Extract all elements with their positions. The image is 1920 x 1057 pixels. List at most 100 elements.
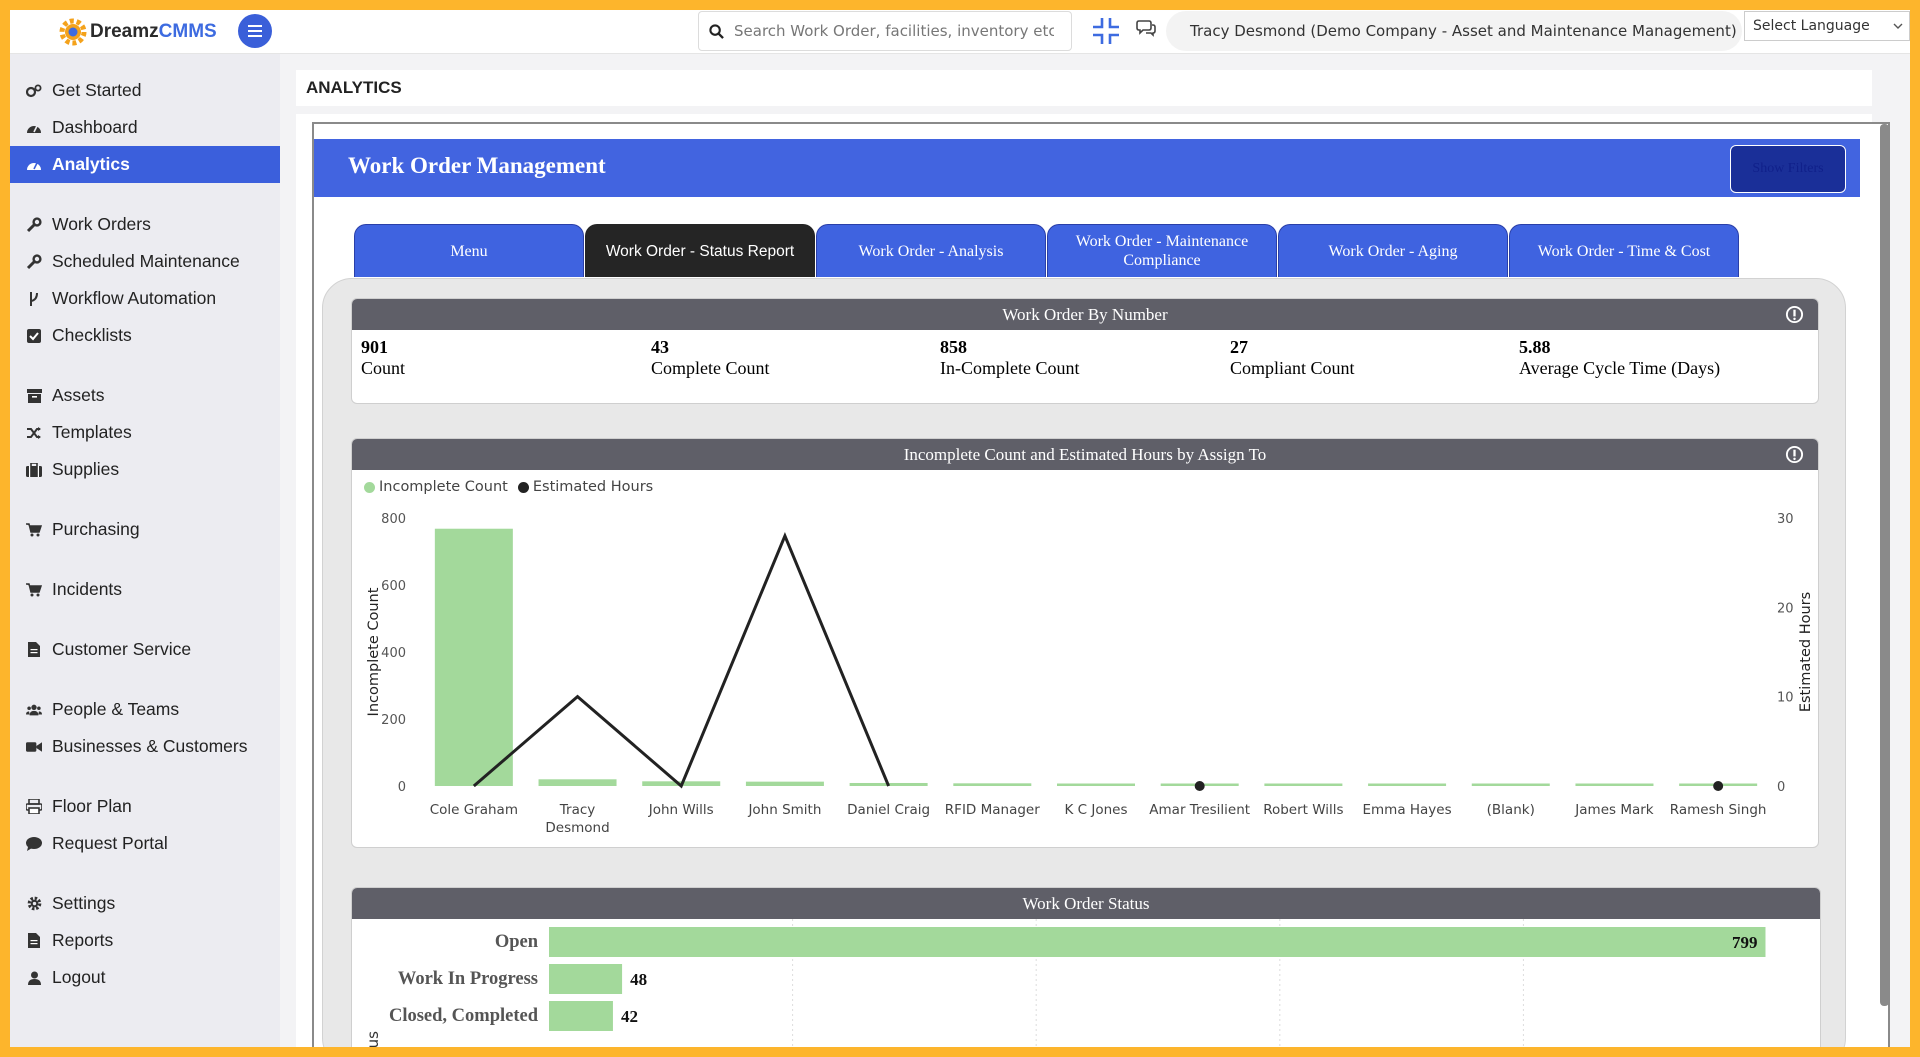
logo-gear-icon <box>59 18 87 46</box>
logo-text: DreamzCMMS <box>90 21 217 42</box>
sidebar: Get Started Dashboard Analytics Work Orders… <box>10 54 280 1047</box>
info-icon[interactable] <box>1785 445 1804 464</box>
status-data-label: 48 <box>630 970 647 989</box>
user-menu[interactable]: Tracy Desmond (Demo Company - Asset and … <box>1166 11 1742 51</box>
x-tick-label: Cole Graham <box>430 802 518 818</box>
status-bar[interactable] <box>549 964 623 994</box>
sidebar-item-purchasing[interactable]: Purchasing <box>10 511 280 548</box>
bar-incomplete-count[interactable] <box>745 781 824 786</box>
sidebar-item-label: Workflow Automation <box>52 288 217 308</box>
sidebar-item-analytics[interactable]: Analytics <box>10 146 280 183</box>
gear-icon <box>26 896 42 912</box>
logo[interactable]: DreamzCMMS <box>58 16 217 48</box>
bar-incomplete-count[interactable] <box>953 783 1032 786</box>
search-input[interactable] <box>734 22 1054 40</box>
sidebar-item-get-started[interactable]: Get Started <box>10 72 280 109</box>
menu-toggle-button[interactable] <box>238 14 272 48</box>
sidebar-item-label: Incidents <box>52 579 123 599</box>
sidebar-item-request-portal[interactable]: Request Portal <box>10 825 280 862</box>
checkbox-icon <box>26 328 42 344</box>
sidebar-item-reports[interactable]: Reports <box>10 922 280 959</box>
x-tick-label: John Wills <box>648 802 714 818</box>
status-category-label: Closed, Completed <box>389 1006 539 1026</box>
sidebar-item-label: Businesses & Customers <box>52 736 248 756</box>
search-box[interactable] <box>698 11 1072 51</box>
combo-chart: 0 200 400 600 800 0 10 20 30 Incomplete Count Esti… <box>366 512 1814 836</box>
sidebar-item-label: Work Orders <box>52 214 151 234</box>
show-filters-button[interactable]: Show Filters <box>1730 145 1846 193</box>
wrench-icon <box>26 216 42 233</box>
language-select-label: Select Language <box>1753 18 1870 34</box>
report-banner: Work Order Management Show Filters <box>314 139 1860 197</box>
sidebar-item-workflow-automation[interactable]: Workflow Automation <box>10 280 280 317</box>
kpi-count: 901 Count <box>361 337 406 378</box>
point-estimated-hours <box>1194 781 1205 791</box>
y2-axis-title: Estimated Hours <box>1798 592 1814 712</box>
sidebar-item-businesses-and-customers[interactable]: Businesses & Customers <box>10 728 280 765</box>
tab-time-cost[interactable]: Work Order - Time & Cost <box>1509 224 1739 277</box>
sidebar-item-label: Dashboard <box>52 117 138 137</box>
bar-incomplete-count[interactable] <box>538 779 617 786</box>
sidebar-item-customer-service[interactable]: Customer Service <box>10 631 280 668</box>
bar-incomplete-count[interactable] <box>1368 783 1447 787</box>
kpi-average-cycle-time: 5.88 Average Cycle Time (Days) <box>1519 337 1721 378</box>
y2-tick-label: 0 <box>1777 780 1785 795</box>
sidebar-item-floor-plan[interactable]: Floor Plan <box>10 788 280 825</box>
sidebar-item-checklists[interactable]: Checklists <box>10 317 280 354</box>
x-tick-label: Tracy <box>559 802 596 818</box>
archive-icon <box>26 388 42 404</box>
y-tick-label: 0 <box>398 780 406 795</box>
tab-analysis[interactable]: Work Order - Analysis <box>816 224 1046 277</box>
status-category-label: Work In Progress <box>398 969 538 989</box>
status-card-header: Work Order Status <box>352 888 1820 919</box>
sidebar-item-settings[interactable]: Settings <box>10 885 280 922</box>
compress-icon[interactable] <box>1091 16 1121 46</box>
top-bar: DreamzCMMS Tracy Desmond (Demo Company -… <box>10 10 1910 54</box>
chat-icon[interactable] <box>1136 19 1156 37</box>
sidebar-item-label: Floor Plan <box>52 796 132 816</box>
chart-legend: Incomplete Count Estimated Hours <box>364 479 663 495</box>
legend-item-incomplete-count[interactable]: Incomplete Count <box>364 479 508 495</box>
sidebar-item-label: Scheduled Maintenance <box>52 251 240 271</box>
kpi-complete-count: 43 Complete Count <box>651 337 770 378</box>
x-tick-label: (Blank) <box>1487 802 1535 818</box>
bar-incomplete-count[interactable] <box>1264 783 1343 787</box>
sidebar-item-logout[interactable]: Logout <box>10 959 280 996</box>
bar-incomplete-count[interactable] <box>1057 783 1135 787</box>
kpi-card-title: Work Order By Number <box>1002 304 1168 324</box>
bar-incomplete-count[interactable] <box>434 528 513 786</box>
user-name: Tracy Desmond (Demo Company - Asset and … <box>1190 22 1737 40</box>
tab-maintenance-compliance[interactable]: Work Order - Maintenance Compliance <box>1047 224 1277 277</box>
sidebar-item-label: Supplies <box>52 459 120 479</box>
sidebar-item-label: Settings <box>52 893 116 913</box>
sidebar-item-assets[interactable]: Assets <box>10 377 280 414</box>
status-data-label: 799 <box>1732 933 1758 952</box>
tab-status-report[interactable]: Work Order - Status Report <box>585 224 815 277</box>
bar-incomplete-count[interactable] <box>1471 783 1550 787</box>
status-chart-title: Work Order Status <box>1022 893 1150 913</box>
status-bar[interactable] <box>549 1001 613 1031</box>
info-icon[interactable] <box>1785 305 1804 324</box>
tab-aging[interactable]: Work Order - Aging <box>1278 224 1508 277</box>
bar-incomplete-count[interactable] <box>1575 783 1654 787</box>
legend-item-estimated-hours[interactable]: Estimated Hours <box>517 479 653 495</box>
video-icon <box>26 739 42 755</box>
x-tick-label: Daniel Craig <box>847 802 930 818</box>
sidebar-item-dashboard[interactable]: Dashboard <box>10 109 280 146</box>
sidebar-item-templates[interactable]: Templates <box>10 414 280 451</box>
x-tick-label: Amar Tresilient <box>1149 802 1250 818</box>
language-select[interactable]: Select Language <box>1744 11 1910 41</box>
sidebar-item-work-orders[interactable]: Work Orders <box>10 206 280 243</box>
work-order-status-card: Work Order Status Open 799 Work In Progres… <box>351 887 1821 1057</box>
sidebar-item-people-and-teams[interactable]: People & Teams <box>10 691 280 728</box>
line-estimated-hours <box>472 531 891 789</box>
report-title: Work Order Management <box>348 153 606 178</box>
status-bar[interactable] <box>549 927 1766 957</box>
sidebar-item-supplies[interactable]: Supplies <box>10 451 280 488</box>
sidebar-item-scheduled-maintenance[interactable]: Scheduled Maintenance <box>10 243 280 280</box>
sidebar-item-incidents[interactable]: Incidents <box>10 571 280 608</box>
report-scrollbar[interactable] <box>1880 124 1889 1006</box>
gears-icon <box>26 83 42 99</box>
tab-menu[interactable]: Menu <box>354 224 584 277</box>
users-icon <box>26 702 42 718</box>
